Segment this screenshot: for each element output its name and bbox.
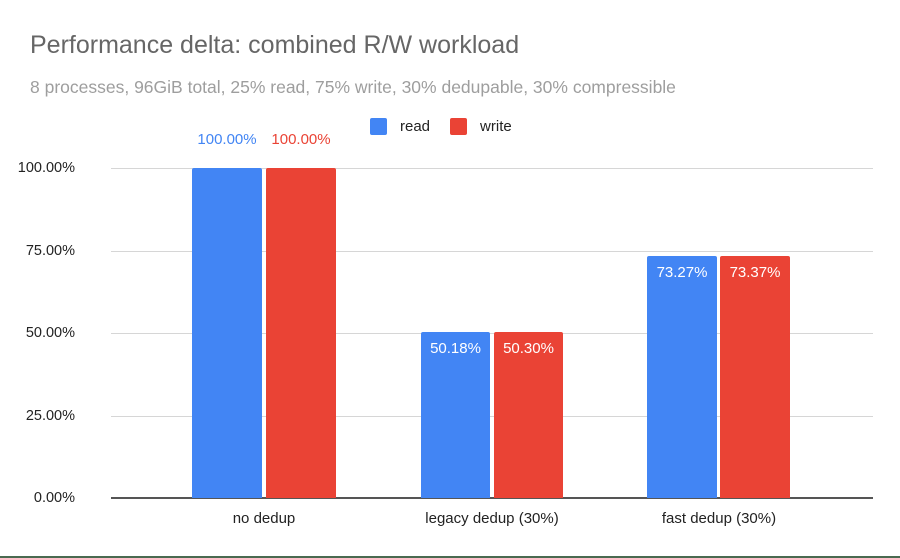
bar-label: 73.27% [656, 264, 708, 282]
bar-label: 50.30% [503, 340, 554, 357]
chart-title: Performance delta: combined R/W workload [30, 31, 520, 59]
gridline-25 [111, 415, 873, 417]
x-axis-line [111, 497, 873, 499]
legend: read write [370, 118, 532, 135]
gridline-50 [111, 333, 873, 334]
y-tick-50: 50.00% [25, 325, 75, 341]
chart-subtitle: 8 processes, 96GiB total, 25% read, 75% … [30, 77, 676, 97]
bar-no-dedup-read[interactable]: 100.00% [192, 131, 262, 498]
y-tick-25: 25.00% [25, 407, 75, 424]
x-tick-fast-dedup: fast dedup (30%) [661, 510, 777, 527]
bar-legacy-dedup-write[interactable]: 50.30% [494, 332, 563, 498]
gridline-75 [111, 250, 873, 252]
bar-label: 100.00% [197, 131, 257, 148]
x-tick-legacy-dedup: legacy dedup (30%) [425, 510, 559, 527]
bar-label: 50.18% [430, 340, 481, 358]
bar-label: 100.00% [271, 131, 331, 148]
bar-legacy-dedup-read[interactable]: 50.18% [421, 332, 490, 498]
y-tick-75: 75.00% [25, 242, 75, 259]
legend-item-read[interactable]: read [370, 118, 430, 135]
bar-fast-dedup-write[interactable]: 73.37% [720, 255, 790, 498]
write-swatch-icon [450, 118, 468, 135]
y-tick-100: 100.00% [17, 160, 75, 176]
read-swatch-icon [370, 118, 387, 135]
bar-fast-dedup-read[interactable]: 73.27% [647, 256, 717, 498]
y-tick-0: 0.00% [33, 490, 75, 506]
bar-no-dedup-write[interactable]: 100.00% [266, 131, 336, 498]
legend-item-write[interactable]: write [450, 118, 512, 135]
bottom-border [0, 556, 900, 558]
x-tick-no-dedup: no dedup [232, 510, 296, 527]
plot-area: 100.00% 75.00% 50.00% 25.00% 0.00% 100.0… [18, 131, 873, 506]
bar-label: 73.37% [729, 263, 781, 281]
legend-label-read: read [400, 118, 431, 135]
legend-label-write: write [480, 118, 512, 135]
gridline-100 [111, 168, 873, 169]
